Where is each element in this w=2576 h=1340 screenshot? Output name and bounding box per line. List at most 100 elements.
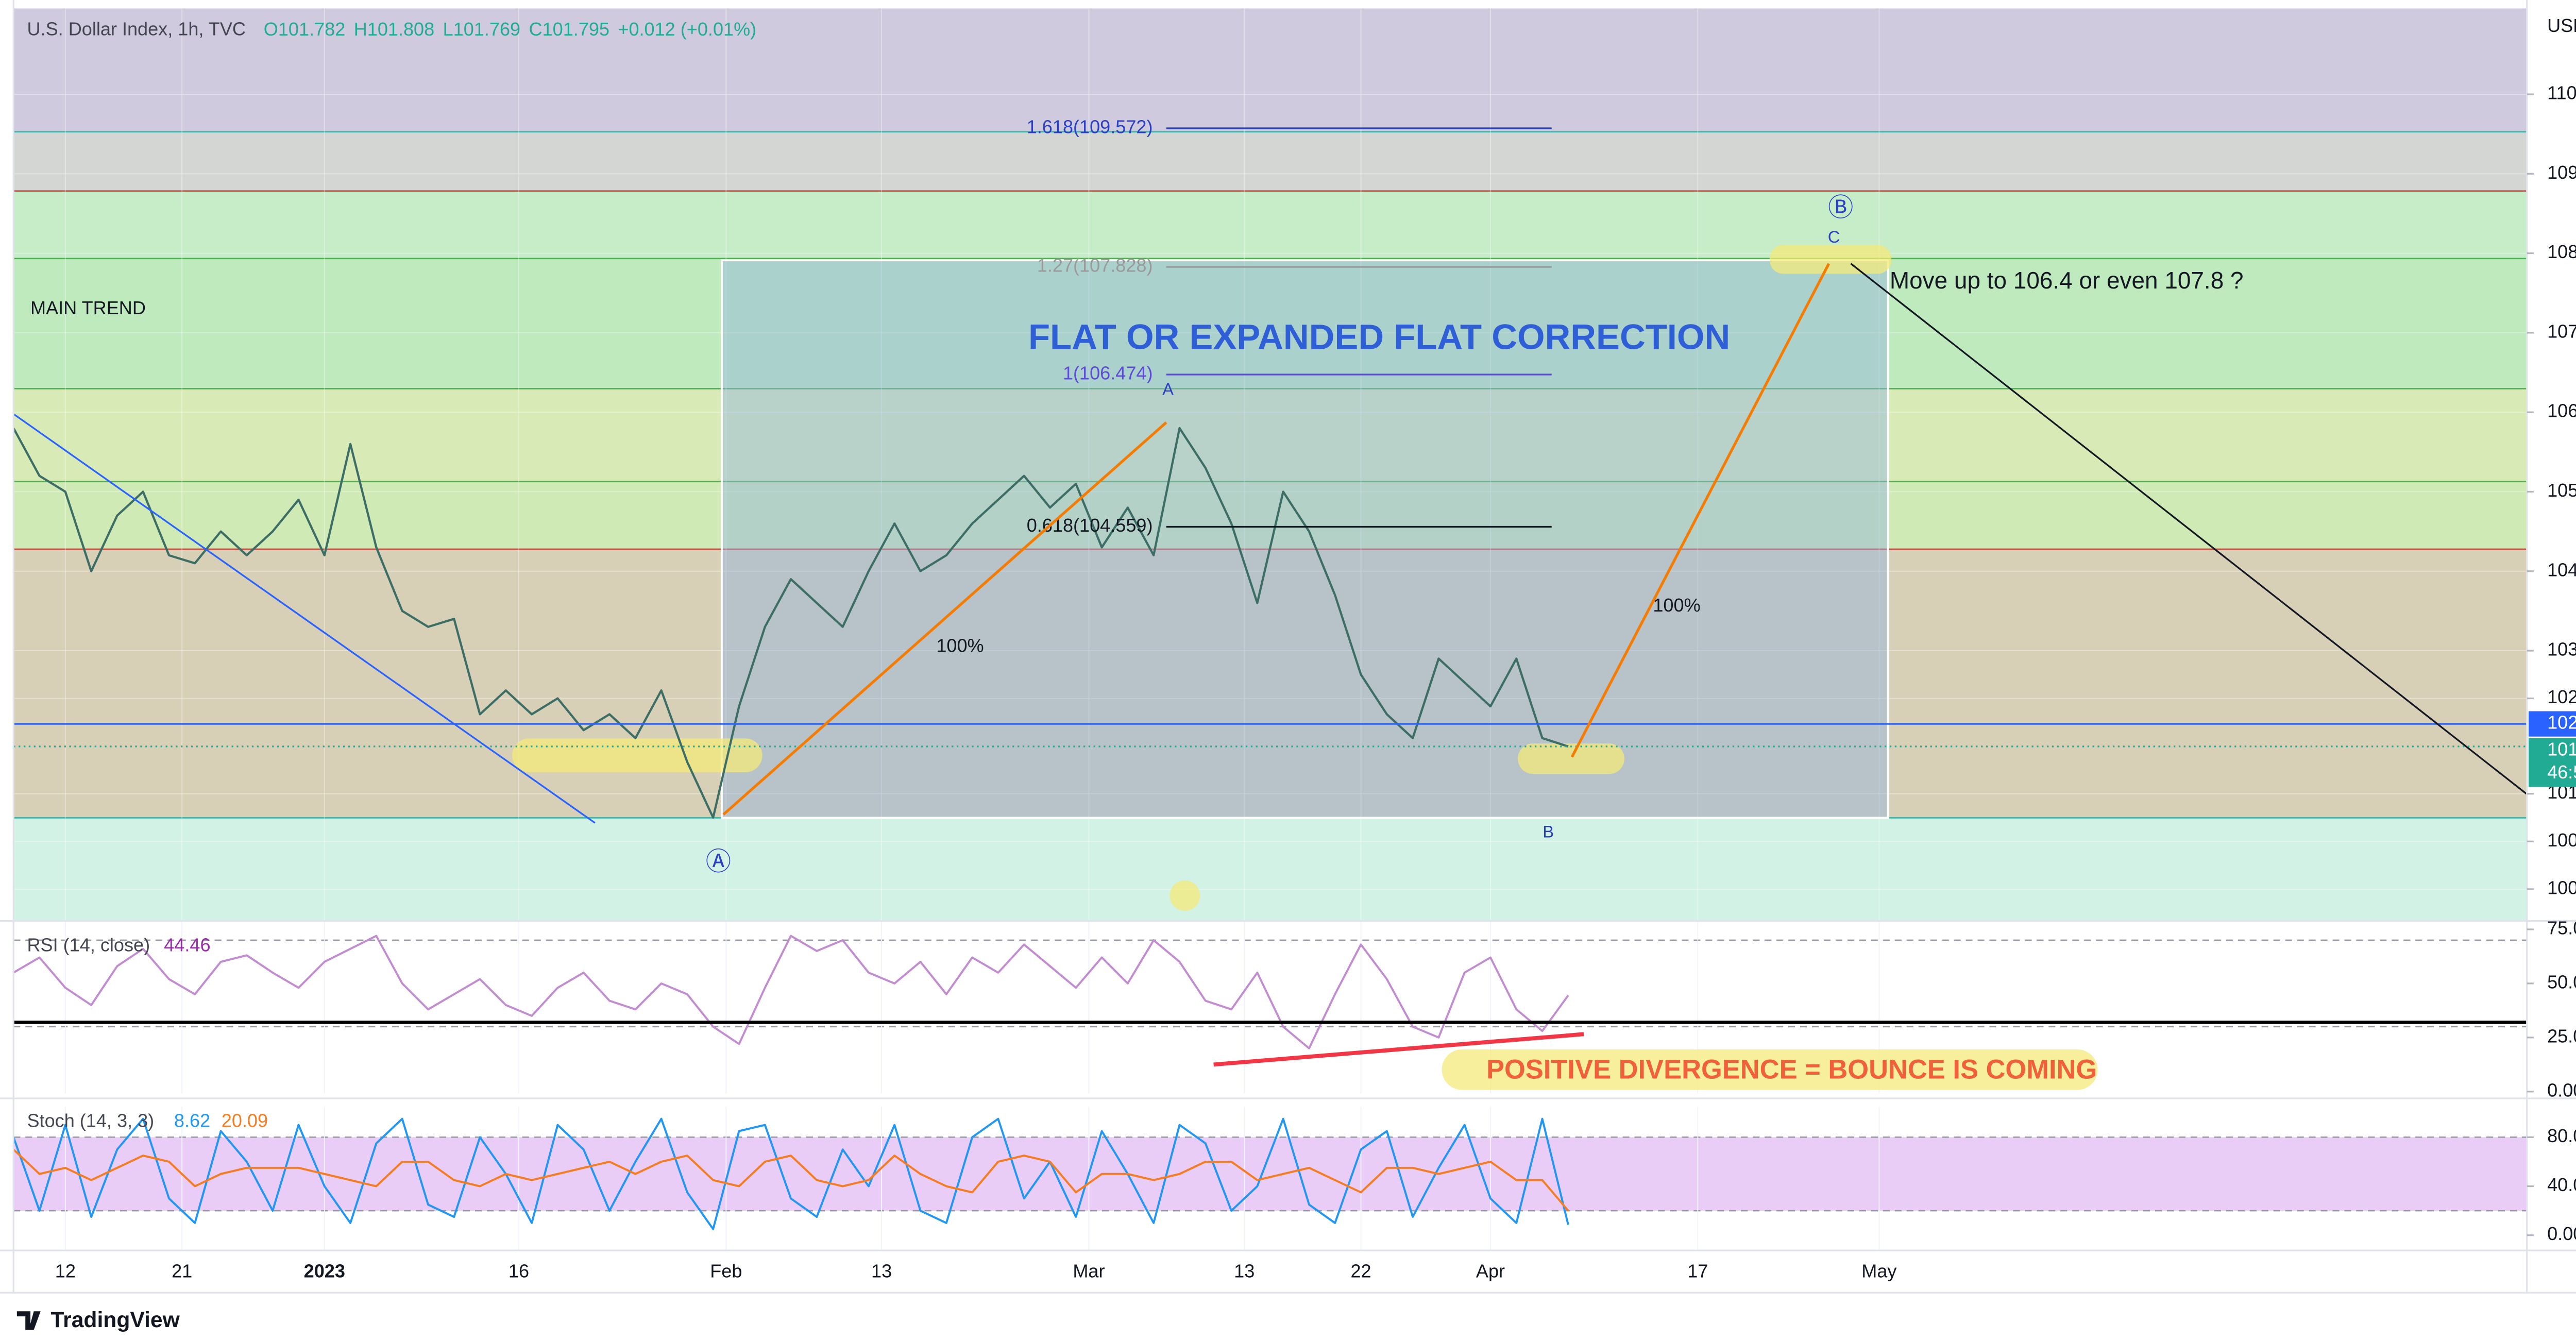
fib-label: 0.618(104.559) <box>1027 515 1153 536</box>
highlight <box>1442 1049 2098 1090</box>
wave-label: C <box>1828 227 1840 246</box>
y-tick-label: 0.00 <box>2547 1079 2576 1100</box>
grid <box>13 8 2527 1251</box>
x-tick-label: Mar <box>1073 1260 1105 1281</box>
legends: U.S. Dollar Index, 1h, TVC O101.782 H101.… <box>27 15 2576 1131</box>
x-tick-label: 2023 <box>304 1260 345 1281</box>
x-tick-label: 17 <box>1687 1260 1708 1281</box>
y-tick-label: 0.00 <box>2547 1223 2576 1244</box>
y-tick-label: 40.00 <box>2547 1174 2576 1195</box>
y-tick-label: 100.000 <box>2547 877 2576 898</box>
zone <box>13 818 2527 921</box>
stoch-title: Stoch (14, 3, 3) <box>27 1110 154 1131</box>
x-tick-label: 22 <box>1350 1260 1371 1281</box>
stoch-d-value: 20.09 <box>222 1110 268 1131</box>
y-tick-label: 107.000 <box>2547 320 2576 342</box>
brand: TradingView <box>50 1308 180 1332</box>
wave-circle: Ⓑ <box>1828 194 1853 222</box>
y-tick-label: 108.000 <box>2547 241 2576 262</box>
price-tag <box>2529 738 2576 787</box>
price-tag-label: 101.795 <box>2547 739 2576 760</box>
highlight <box>512 738 762 772</box>
y-tick-label: 50.00 <box>2547 971 2576 992</box>
stoch-k-value: 8.62 <box>174 1110 210 1131</box>
y-tick-label: 109.000 <box>2547 162 2576 183</box>
zone <box>13 131 2527 191</box>
highlight <box>1769 245 1892 274</box>
fib-label: 1.618(109.572) <box>1027 116 1153 138</box>
fib-label: 1.27(107.828) <box>1037 255 1153 276</box>
trend-line <box>13 413 596 824</box>
drawings <box>13 263 2528 1067</box>
divergence-line <box>1213 1032 1584 1067</box>
countdown: 46:53 <box>2547 761 2576 783</box>
leg-label: 100% <box>1653 595 1700 616</box>
x-tick-label: 13 <box>871 1260 892 1281</box>
y-tick-label: 105.000 <box>2547 480 2576 501</box>
y-unit: USD <box>2547 15 2576 36</box>
series-line <box>13 1148 1569 1212</box>
band <box>13 1137 2527 1211</box>
series-line <box>13 1117 1569 1230</box>
y-tick-label: 110.000 <box>2547 82 2576 104</box>
x-tick-label: 16 <box>509 1260 529 1281</box>
highlight <box>1518 743 1624 774</box>
footer: TradingView <box>16 1308 180 1332</box>
annotations: MAIN TREND FLAT OR EXPANDED FLAT CORRECT… <box>30 194 2243 1085</box>
series-line <box>13 935 1569 1049</box>
divergence-note: POSITIVE DIVERGENCE = BOUNCE IS COMING <box>1486 1054 2097 1084</box>
fib-label: 1(106.474) <box>1063 363 1153 384</box>
rsi-title: RSI (14, close) <box>27 934 150 955</box>
wave-label: B <box>1543 822 1554 841</box>
price-tag-label: 102.079 <box>2547 712 2576 733</box>
series-line <box>13 427 1569 819</box>
y-tick-label: 106.000 <box>2547 400 2576 421</box>
data: 1.618(109.572) 1.27(107.828) 1(106.474) 0.6… <box>13 116 2527 1230</box>
wave-label: A <box>1162 379 1174 398</box>
zone <box>13 481 2527 549</box>
highlight <box>1170 880 1200 911</box>
y-tick-label: 80.00 <box>2547 1125 2576 1146</box>
target-note: Move up to 106.4 or even 107.8 ? <box>1890 267 2244 294</box>
rsi-value: 44.46 <box>164 934 210 955</box>
y-tick-label: 103.000 <box>2547 639 2576 660</box>
x-tick-label: May <box>1861 1260 1896 1281</box>
wave-leg <box>1570 263 1831 758</box>
projection-line <box>1850 263 2528 795</box>
ohlc-item: H101.808 <box>354 19 434 40</box>
ohlc-item: L101.769 <box>443 19 521 40</box>
zone <box>13 191 2527 259</box>
axis-labels: 100.000100.600101.200102.400103.000104.0… <box>55 82 2576 1281</box>
x-tick-label: Apr <box>1476 1260 1505 1281</box>
x-tick-label: 21 <box>172 1260 192 1281</box>
ohlc: O101.782 H101.808 L101.769 C101.795 +0.012 (… <box>264 19 756 40</box>
symbol-title: U.S. Dollar Index, 1h, TVC <box>27 19 245 40</box>
y-tick-label: 104.000 <box>2547 559 2576 580</box>
correction-box <box>720 259 1889 819</box>
brand-logo <box>16 1311 41 1330</box>
ohlc-item: C101.795 <box>529 19 609 40</box>
wave-leg <box>722 421 1167 816</box>
leg-label: 100% <box>936 635 984 656</box>
x-tick-label: 12 <box>55 1260 76 1281</box>
ohlc-item: O101.782 <box>264 19 346 40</box>
highlights <box>512 245 2098 1090</box>
y-tick-label: 100.600 <box>2547 829 2576 851</box>
y-tick-label: 75.00 <box>2547 917 2576 938</box>
x-tick-label: 13 <box>1234 1260 1255 1281</box>
zone <box>13 8 2527 132</box>
headline: FLAT OR EXPANDED FLAT CORRECTION <box>1028 317 1730 357</box>
zones <box>13 8 2527 921</box>
y-tick-label: 25.00 <box>2547 1025 2576 1046</box>
main-trend: MAIN TREND <box>30 297 146 318</box>
zone <box>13 549 2527 818</box>
price-tag <box>2529 711 2576 737</box>
chrome <box>0 0 2576 1294</box>
wave-circle: Ⓐ <box>706 847 731 876</box>
y-tick-label: 102.400 <box>2547 686 2576 707</box>
ohlc-item: +0.012 (+0.01%) <box>618 19 756 40</box>
zone <box>13 258 2527 389</box>
x-tick-label: Feb <box>710 1260 742 1281</box>
